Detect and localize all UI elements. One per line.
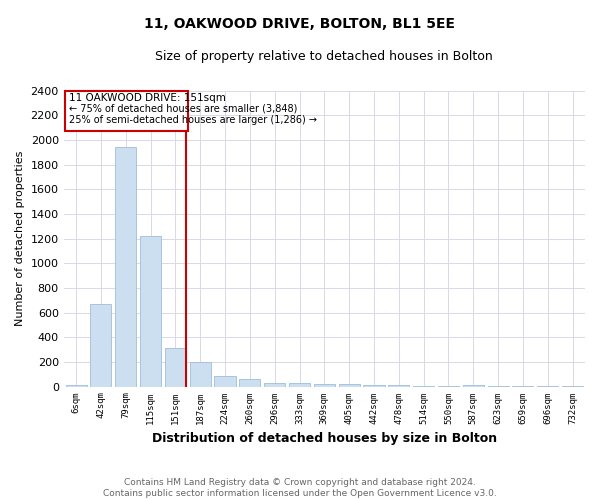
Text: ← 75% of detached houses are smaller (3,848): ← 75% of detached houses are smaller (3,… bbox=[68, 104, 297, 114]
Bar bbox=[264, 384, 285, 386]
Bar bbox=[338, 384, 360, 386]
Bar bbox=[463, 384, 484, 386]
Bar bbox=[65, 90, 188, 132]
Bar bbox=[214, 376, 236, 386]
Bar bbox=[239, 379, 260, 386]
Bar bbox=[65, 384, 86, 386]
Bar bbox=[140, 236, 161, 386]
X-axis label: Distribution of detached houses by size in Bolton: Distribution of detached houses by size … bbox=[152, 432, 497, 445]
Text: 11 OAKWOOD DRIVE: 151sqm: 11 OAKWOOD DRIVE: 151sqm bbox=[68, 93, 226, 103]
Bar bbox=[314, 384, 335, 386]
Text: 25% of semi-detached houses are larger (1,286) →: 25% of semi-detached houses are larger (… bbox=[68, 114, 317, 124]
Title: Size of property relative to detached houses in Bolton: Size of property relative to detached ho… bbox=[155, 50, 493, 63]
Bar bbox=[91, 304, 112, 386]
Text: Contains HM Land Registry data © Crown copyright and database right 2024.
Contai: Contains HM Land Registry data © Crown c… bbox=[103, 478, 497, 498]
Bar bbox=[165, 348, 186, 387]
Y-axis label: Number of detached properties: Number of detached properties bbox=[15, 151, 25, 326]
Bar bbox=[289, 384, 310, 386]
Bar bbox=[364, 385, 385, 386]
Bar bbox=[115, 148, 136, 386]
Bar bbox=[190, 362, 211, 386]
Text: 11, OAKWOOD DRIVE, BOLTON, BL1 5EE: 11, OAKWOOD DRIVE, BOLTON, BL1 5EE bbox=[145, 18, 455, 32]
